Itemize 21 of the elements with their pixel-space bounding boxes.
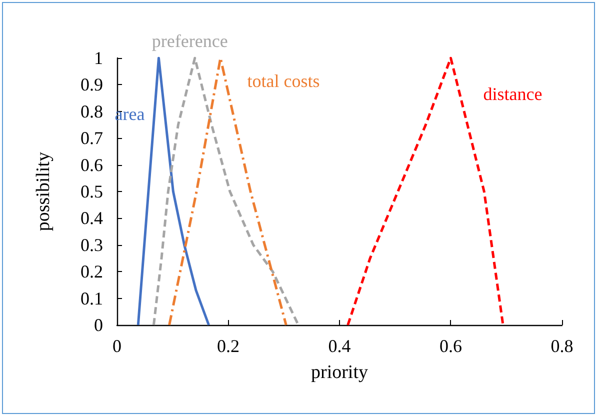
y-tick-label: 0.8 (80, 101, 103, 122)
y-tick-label: 0.3 (80, 234, 103, 255)
y-tick-label: 1 (94, 48, 103, 68)
x-axis-title: priority (311, 362, 368, 383)
x-tick-label: 0.4 (328, 336, 351, 356)
y-tick-label: 0.2 (80, 262, 103, 282)
y-tick-label: 0.4 (80, 208, 103, 228)
x-tick-label: 0.8 (550, 336, 574, 356)
x-tick-label: 0.6 (440, 336, 462, 356)
y-tick-label: 0.9 (80, 74, 103, 95)
series-label: preference (152, 31, 228, 51)
series-label: total costs (247, 71, 320, 91)
y-axis-title: possibility (33, 151, 54, 232)
x-tick-label: 0.2 (217, 336, 240, 356)
y-tick-label: 0.1 (80, 288, 103, 308)
series-label: distance (483, 84, 542, 104)
y-tick-label: 0.6 (80, 154, 103, 175)
x-tick-label: 0 (112, 336, 122, 356)
y-tick-label: 0 (94, 315, 103, 335)
y-tick-label: 0.7 (80, 128, 103, 148)
y-tick-label: 0.5 (80, 182, 103, 202)
